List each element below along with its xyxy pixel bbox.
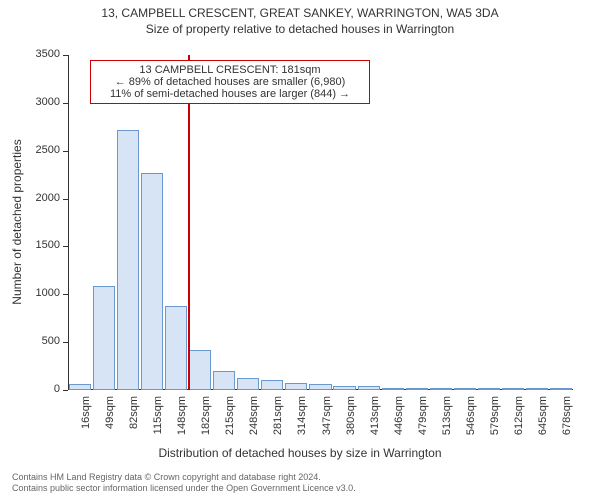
histogram-bar [69,384,91,390]
x-tick-label: 82sqm [128,396,140,446]
histogram-bar [430,388,452,390]
x-tick-label: 148sqm [176,396,188,446]
x-tick-label: 314sqm [296,396,308,446]
x-tick-label: 347sqm [321,396,333,446]
histogram-bar [93,286,115,390]
y-axis-label: Number of detached properties [10,107,24,337]
y-tick [63,151,68,152]
annotation-line-2: ← 89% of detached houses are smaller (6,… [99,76,361,88]
y-tick [63,246,68,247]
histogram-bar [237,378,259,390]
x-tick-label: 645sqm [537,396,549,446]
x-tick-label: 513sqm [441,396,453,446]
chart-plot-area [68,55,573,390]
histogram-bar [526,388,548,390]
y-tick [63,342,68,343]
x-tick-label: 413sqm [369,396,381,446]
y-tick-label: 2500 [20,144,60,156]
y-tick-label: 3500 [20,48,60,60]
x-tick-label: 115sqm [152,396,164,446]
y-tick [63,390,68,391]
y-tick [63,199,68,200]
page-title-address: 13, CAMPBELL CRESCENT, GREAT SANKEY, WAR… [0,0,600,20]
annotation-line-1: 13 CAMPBELL CRESCENT: 181sqm [99,64,361,76]
histogram-bar [165,306,187,390]
histogram-bar [382,388,404,390]
histogram-bar [358,386,380,390]
histogram-bar [309,384,331,390]
y-tick [63,294,68,295]
histogram-bar [117,130,139,390]
x-tick-label: 678sqm [561,396,573,446]
footer-line-2: Contains public sector information licen… [12,483,356,494]
x-axis-label: Distribution of detached houses by size … [0,446,600,460]
x-tick-label: 579sqm [489,396,501,446]
y-tick [63,55,68,56]
histogram-bar [189,350,211,390]
x-tick-label: 479sqm [417,396,429,446]
histogram-bar [478,388,500,390]
x-tick-label: 182sqm [200,396,212,446]
x-tick-label: 446sqm [393,396,405,446]
histogram-bar [333,386,355,390]
x-tick-label: 546sqm [465,396,477,446]
histogram-bar [261,380,283,390]
footer-attribution: Contains HM Land Registry data © Crown c… [12,472,356,495]
x-tick-label: 380sqm [345,396,357,446]
histogram-bar [213,371,235,390]
page-subtitle: Size of property relative to detached ho… [0,20,600,36]
histogram-bar [550,388,572,390]
x-tick-label: 281sqm [272,396,284,446]
x-tick-label: 248sqm [248,396,260,446]
y-tick-label: 2000 [20,192,60,204]
y-tick-label: 0 [20,383,60,395]
x-tick-label: 49sqm [104,396,116,446]
x-tick-label: 16sqm [80,396,92,446]
histogram-bar [454,388,476,390]
histogram-bar [141,173,163,390]
y-axis-line [68,55,69,390]
annotation-line-3: 11% of semi-detached houses are larger (… [99,88,361,100]
histogram-bar [502,388,524,390]
y-tick-label: 500 [20,335,60,347]
annotation-callout: 13 CAMPBELL CRESCENT: 181sqm ← 89% of de… [90,60,370,104]
y-tick-label: 3000 [20,96,60,108]
y-tick-label: 1000 [20,287,60,299]
y-tick-label: 1500 [20,239,60,251]
footer-line-1: Contains HM Land Registry data © Crown c… [12,472,356,483]
y-tick [63,103,68,104]
histogram-bar [406,388,428,390]
x-tick-label: 215sqm [224,396,236,446]
x-tick-label: 612sqm [513,396,525,446]
property-marker-line [188,55,190,390]
histogram-bar [285,383,307,390]
